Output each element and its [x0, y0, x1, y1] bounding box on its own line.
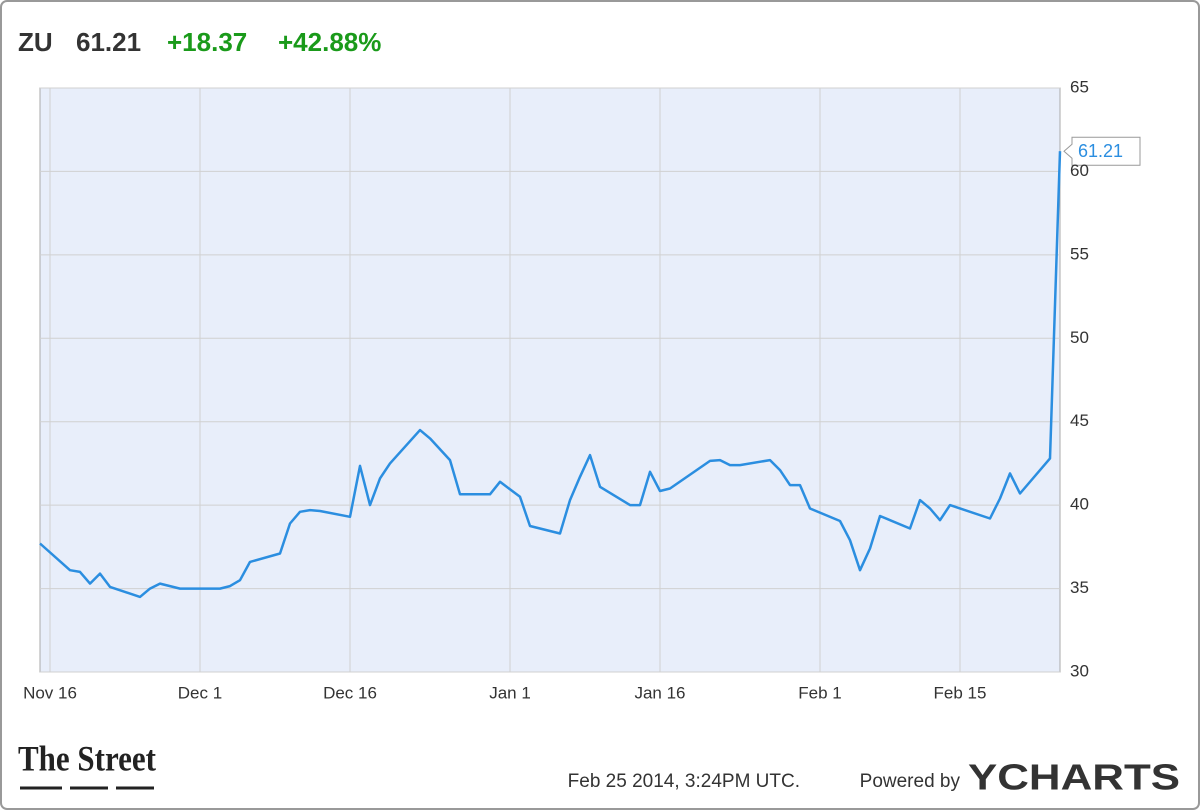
last-value-label: 61.21 — [1078, 141, 1123, 161]
marks: 61.21 — [39, 136, 1141, 599]
x-tick-label: Nov 16 — [23, 683, 77, 702]
brand: YCHARTS — [968, 757, 1180, 798]
timestamp: Feb 25 2014, 3:24PM UTC. — [568, 771, 800, 792]
last-value-callout — [1063, 136, 1141, 166]
y-tick-label: 30 — [1070, 661, 1089, 680]
x-tick-label: Feb 15 — [934, 683, 987, 702]
change-percent: +42.88% — [278, 27, 381, 57]
x-tick-label: Jan 16 — [634, 683, 685, 702]
y-tick-label: 50 — [1070, 328, 1089, 347]
ticker: ZU — [18, 27, 53, 57]
price-line — [39, 151, 1062, 599]
price: 61.21 — [76, 27, 141, 57]
x-tick-label: Jan 1 — [489, 683, 531, 702]
y-tick-label: 55 — [1070, 244, 1089, 263]
change: +18.37 — [167, 27, 247, 57]
x-tick-label: Feb 1 — [798, 683, 841, 702]
x-tick-label: Dec 1 — [178, 683, 222, 702]
y-tick-label: 65 — [1070, 77, 1089, 96]
source-logo: The Street — [18, 738, 156, 778]
x-tick-label: Dec 16 — [323, 683, 377, 702]
y-tick-label: 45 — [1070, 411, 1089, 430]
plot-area — [39, 87, 1061, 673]
powered-by: Powered by — [860, 771, 961, 792]
grid — [40, 87, 1060, 673]
y-tick-label: 35 — [1070, 578, 1089, 597]
y-tick-label: 60 — [1070, 161, 1089, 180]
y-tick-label: 40 — [1070, 495, 1089, 514]
